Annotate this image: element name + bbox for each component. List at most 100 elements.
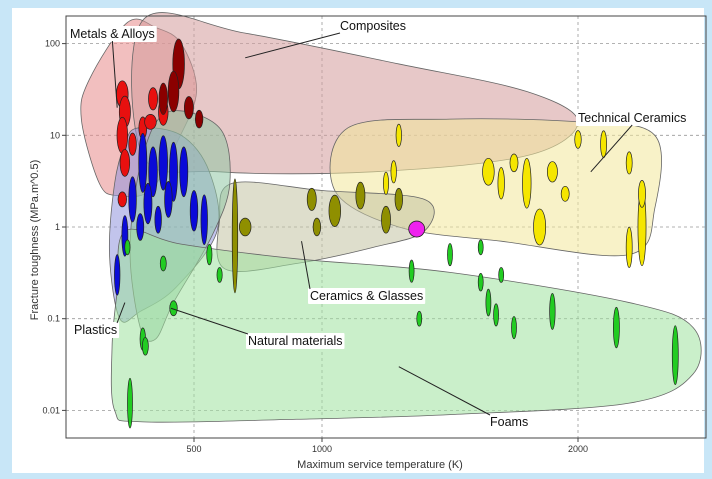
bubble-technical-ceramics [638,180,646,208]
family-label-leader [245,32,341,59]
envelope-foams [110,228,702,423]
y-axis-title: Fracture toughness (MPa.m^0.5) [29,160,41,320]
y-tick-label: 1 [55,222,60,232]
family-labels: Metals & Alloys Composites Technical Ceram… [68,18,689,430]
bubble-technical-ceramics [497,167,505,200]
bubble-ceramics-glasses [328,194,341,227]
family-label-text: Technical Ceramics [578,111,686,125]
y-tick-label: 0.01 [42,405,60,415]
bubble-ceramics-glasses [312,217,322,237]
bubble-foams [671,325,679,386]
bubble-plastics [158,135,168,191]
bubble-metals-alloys [148,87,158,111]
bubble-foams [493,303,499,327]
bubble-foams [498,267,505,283]
bubble-technical-ceramics [560,185,570,202]
bubble-ceramics-glasses [381,205,391,234]
bubble-plastics [154,205,162,234]
family-label-background [576,110,689,126]
family-label-background [72,322,120,338]
bubble-foams [141,337,149,356]
bubble-plastics [128,176,137,223]
x-tick-label: 500 [186,444,201,454]
family-label-background [68,26,157,42]
bubble-technical-ceramics [625,151,633,175]
bubble-plastics [189,190,199,232]
bubble-technical-ceramics [390,160,397,184]
family-label-leader [111,40,118,108]
bubble-metals-alloys [119,149,131,177]
axes: 500 1000 2000 100 10 1 0.1 0.01 [42,15,707,454]
y-tick-label: 100 [45,39,60,49]
bubble-technical-ceramics [383,171,389,195]
family-label-text: Composites [340,19,406,33]
bubble-foams [485,288,492,317]
family-label-leader [116,302,126,324]
bubble-technical-ceramics [600,130,607,159]
bubble-metals-alloys [144,114,157,130]
bubble-foams [127,377,133,429]
bubble-plastics [138,133,148,193]
family-label-leader [398,366,491,416]
bubble-technical-ceramics [625,226,633,269]
family-label-text: Metals & Alloys [70,27,155,41]
bubble-composites [194,109,204,129]
bubble-plastics [136,213,145,241]
bubble-ceramics-glasses [306,187,317,211]
bubble-technical-ceramics [522,157,532,209]
bubble-foams [408,259,415,283]
family-label-leader [590,124,633,173]
family-label-text: Natural materials [248,334,342,348]
bubble-ceramics-glasses [239,217,252,237]
bubble-foams [206,244,213,266]
family-label-background [246,333,345,349]
bubble-foams [511,316,517,340]
bubble-technical-ceramics [482,157,495,186]
bubble-foams [477,239,484,256]
bubble-foams [613,306,620,349]
family-label-background [488,414,531,430]
family-label-background [338,18,408,34]
bubble-plastics [200,194,208,246]
bubble-composites [167,70,180,113]
bubble-foams [447,243,453,267]
family-label-leader [301,241,311,290]
bubble-plastics [143,182,153,225]
bubble-foams [124,239,131,256]
bubble-composites [158,82,168,115]
bubble-ceramics-glasses [355,181,366,210]
bubble-foams [477,272,484,292]
bubble-plastics [114,254,121,296]
bubble-technical-ceramics [509,153,519,173]
bubble-metals-alloys [128,132,137,156]
family-label-text: Foams [490,415,528,429]
bubble-ceramics-glasses [394,187,403,211]
bubble-technical-ceramics [395,123,402,147]
bubble-foams [169,300,178,317]
family-label-leader [170,307,249,335]
material-bubbles [114,38,679,429]
bubble-foams [159,255,167,272]
bubble-metals-alloys [116,116,128,154]
family-label-background [308,288,426,304]
y-tick-label: 0.1 [47,314,60,324]
bubble-ceramics-glasses [231,178,239,294]
bubble-composites [183,96,194,120]
bubble-technical-ceramics [574,130,582,149]
bubble-foams [549,293,556,330]
family-label-text: Ceramics & Glasses [310,289,423,303]
bubble-plastics [148,146,158,198]
x-tick-label: 2000 [568,444,588,454]
bubble-plastics [169,141,178,202]
bubble-plastics [164,180,173,218]
envelope-ceramics-glasses [216,181,435,272]
bubble-technical-ceramics [546,161,558,183]
bubble-plastics [179,146,189,198]
highlight-point [408,220,426,238]
bubble-foams [416,310,423,327]
bubble-metals-alloys [117,191,127,208]
y-tick-label: 10 [50,130,60,140]
bubble-technical-ceramics [533,208,547,246]
x-axis-title: Maximum service temperature (K) [297,459,463,471]
